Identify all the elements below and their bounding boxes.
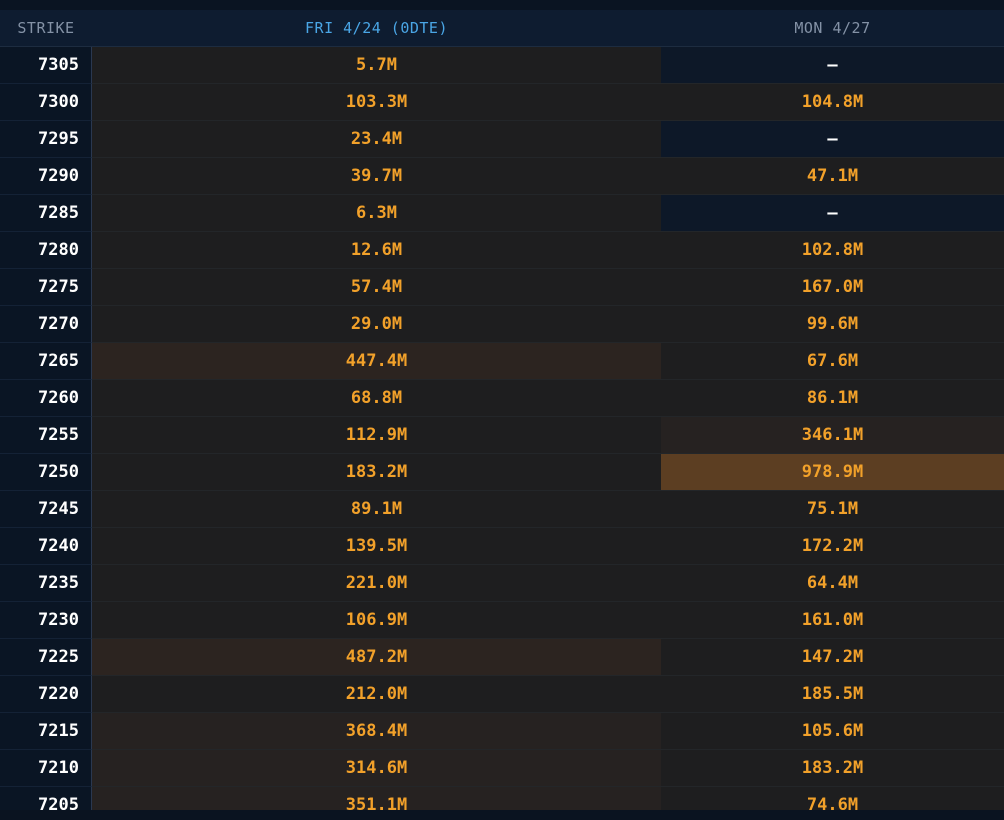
mon-gex-cell[interactable]: 104.8M: [661, 84, 1004, 121]
strike-cell: 7270: [0, 306, 92, 343]
fri-gex-cell[interactable]: 6.3M: [92, 195, 661, 232]
mon-gex-cell[interactable]: —: [661, 47, 1004, 84]
strike-cell: 7295: [0, 121, 92, 158]
table-row[interactable]: 7255 112.9M 346.1M: [0, 417, 1004, 454]
strike-cell: 7210: [0, 750, 92, 787]
table-row[interactable]: 7295 23.4M —: [0, 121, 1004, 158]
strike-cell: 7235: [0, 565, 92, 602]
mon-gex-cell[interactable]: 346.1M: [661, 417, 1004, 454]
mon-gex-cell[interactable]: 99.6M: [661, 306, 1004, 343]
fri-gex-cell[interactable]: 487.2M: [92, 639, 661, 676]
table-row[interactable]: 7215 368.4M 105.6M: [0, 713, 1004, 750]
mon-gex-cell[interactable]: 105.6M: [661, 713, 1004, 750]
header-expiry-fri[interactable]: FRI 4/24 (0DTE): [305, 19, 448, 37]
mon-gex-cell[interactable]: 86.1M: [661, 380, 1004, 417]
fri-gex-cell[interactable]: 447.4M: [92, 343, 661, 380]
table-row[interactable]: 7285 6.3M —: [0, 195, 1004, 232]
strike-cell: 7275: [0, 269, 92, 306]
table-row[interactable]: 7265 447.4M 67.6M: [0, 343, 1004, 380]
strike-cell: 7260: [0, 380, 92, 417]
strike-cell: 7230: [0, 602, 92, 639]
mon-gex-cell[interactable]: 147.2M: [661, 639, 1004, 676]
table-row[interactable]: 7220 212.0M 185.5M: [0, 676, 1004, 713]
top-strip: [0, 0, 1004, 10]
table-header: STRIKE FRI 4/24 (0DTE) MON 4/27: [0, 10, 1004, 47]
table-row[interactable]: 7230 106.9M 161.0M: [0, 602, 1004, 639]
fri-gex-cell[interactable]: 39.7M: [92, 158, 661, 195]
fri-gex-cell[interactable]: 212.0M: [92, 676, 661, 713]
mon-gex-cell[interactable]: 75.1M: [661, 491, 1004, 528]
fri-gex-cell[interactable]: 314.6M: [92, 750, 661, 787]
fri-gex-cell[interactable]: 106.9M: [92, 602, 661, 639]
strike-cell: 7205: [0, 787, 92, 810]
scrollbar-track[interactable]: [0, 810, 1004, 820]
table-row[interactable]: 7250 183.2M 978.9M: [0, 454, 1004, 491]
fri-gex-cell[interactable]: 5.7M: [92, 47, 661, 84]
fri-gex-cell[interactable]: 23.4M: [92, 121, 661, 158]
fri-gex-cell[interactable]: 89.1M: [92, 491, 661, 528]
fri-gex-cell[interactable]: 68.8M: [92, 380, 661, 417]
table-row[interactable]: 7290 39.7M 47.1M: [0, 158, 1004, 195]
fri-gex-cell[interactable]: 29.0M: [92, 306, 661, 343]
table-row[interactable]: 7305 5.7M —: [0, 47, 1004, 84]
strike-cell: 7265: [0, 343, 92, 380]
mon-gex-cell[interactable]: 167.0M: [661, 269, 1004, 306]
strike-cell: 7305: [0, 47, 92, 84]
fri-gex-cell[interactable]: 368.4M: [92, 713, 661, 750]
table-row[interactable]: 7205 351.1M 74.6M: [0, 787, 1004, 810]
mon-gex-cell[interactable]: 47.1M: [661, 158, 1004, 195]
strike-cell: 7215: [0, 713, 92, 750]
table-row[interactable]: 7270 29.0M 99.6M: [0, 306, 1004, 343]
fri-gex-cell[interactable]: 139.5M: [92, 528, 661, 565]
strike-cell: 7225: [0, 639, 92, 676]
fri-gex-cell[interactable]: 103.3M: [92, 84, 661, 121]
mon-gex-cell[interactable]: 102.8M: [661, 232, 1004, 269]
strike-cell: 7290: [0, 158, 92, 195]
fri-gex-cell[interactable]: 57.4M: [92, 269, 661, 306]
fri-gex-cell[interactable]: 12.6M: [92, 232, 661, 269]
table-row[interactable]: 7240 139.5M 172.2M: [0, 528, 1004, 565]
strike-cell: 7300: [0, 84, 92, 121]
fri-gex-cell[interactable]: 221.0M: [92, 565, 661, 602]
fri-gex-cell[interactable]: 351.1M: [92, 787, 661, 810]
strike-cell: 7250: [0, 454, 92, 491]
mon-gex-cell[interactable]: 172.2M: [661, 528, 1004, 565]
mon-gex-cell[interactable]: —: [661, 195, 1004, 232]
strike-cell: 7255: [0, 417, 92, 454]
table-row[interactable]: 7280 12.6M 102.8M: [0, 232, 1004, 269]
fri-gex-cell[interactable]: 183.2M: [92, 454, 661, 491]
mon-gex-cell[interactable]: 67.6M: [661, 343, 1004, 380]
table-row[interactable]: 7210 314.6M 183.2M: [0, 750, 1004, 787]
table-row[interactable]: 7245 89.1M 75.1M: [0, 491, 1004, 528]
mon-gex-cell[interactable]: 185.5M: [661, 676, 1004, 713]
table-row[interactable]: 7225 487.2M 147.2M: [0, 639, 1004, 676]
header-strike[interactable]: STRIKE: [17, 19, 75, 37]
strike-cell: 7220: [0, 676, 92, 713]
mon-gex-cell[interactable]: 161.0M: [661, 602, 1004, 639]
mon-gex-cell[interactable]: —: [661, 121, 1004, 158]
table-row[interactable]: 7300 103.3M 104.8M: [0, 84, 1004, 121]
mon-gex-cell[interactable]: 183.2M: [661, 750, 1004, 787]
table-row[interactable]: 7235 221.0M 64.4M: [0, 565, 1004, 602]
table-row[interactable]: 7275 57.4M 167.0M: [0, 269, 1004, 306]
table-body: 7305 5.7M —7300 103.3M 104.8M 7295 23.4M —7290 3…: [0, 47, 1004, 810]
table-row[interactable]: 7260 68.8M 86.1M: [0, 380, 1004, 417]
strike-cell: 7245: [0, 491, 92, 528]
strike-cell: 7285: [0, 195, 92, 232]
header-expiry-mon[interactable]: MON 4/27: [794, 19, 871, 37]
mon-gex-cell[interactable]: 64.4M: [661, 565, 1004, 602]
strike-cell: 7280: [0, 232, 92, 269]
mon-gex-cell[interactable]: 978.9M: [661, 454, 1004, 491]
strike-cell: 7240: [0, 528, 92, 565]
fri-gex-cell[interactable]: 112.9M: [92, 417, 661, 454]
mon-gex-cell[interactable]: 74.6M: [661, 787, 1004, 810]
